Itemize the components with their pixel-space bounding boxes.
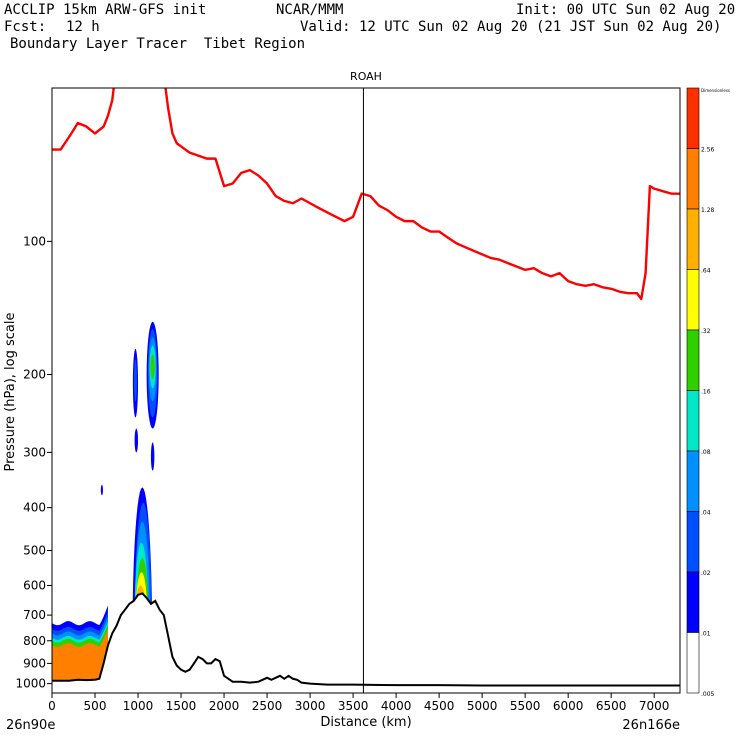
colorbar-swatch [686,329,700,391]
x-tick-label: 5000 [467,699,498,713]
x-tick-label: 3500 [338,699,369,713]
colorbar-swatch [686,208,700,270]
colorbar-swatch [686,511,700,573]
tracer-blob [150,442,155,471]
valid-time: Valid: 12 UTC Sun 02 Aug 20 (21 JST Sun … [300,19,722,35]
y-tick-label: 800 [23,634,46,648]
colorbar-label: .64 [701,268,711,275]
colorbar-label: .02 [701,570,711,577]
x-tick-label: 1500 [166,699,197,713]
colorbar-swatch [686,390,700,452]
colorbar-label: .16 [701,389,711,396]
y-tick-label: 300 [23,445,46,459]
colorbar-label: Dimensionless [701,88,730,93]
y-tick-label: 700 [23,608,46,622]
x-tick-label: 1000 [123,699,154,713]
fcst-value: 12 h [66,19,100,35]
x-tick-label: 4500 [424,699,455,713]
x-tick-label: 6500 [596,699,627,713]
colorbar-label: .005 [701,691,715,698]
subtitle: Boundary Layer Tracer Tibet Region [10,36,306,52]
tracer-band [52,629,108,684]
x-tick-label: 6000 [553,699,584,713]
colorbar-label: .01 [701,631,711,638]
colorbar-label: .08 [701,449,711,456]
tracer-blob [134,428,139,453]
org-label: NCAR/MMM [276,2,344,18]
terrain-line [52,592,680,687]
colorbar-swatch [686,450,700,512]
colorbar-label: .32 [701,328,711,335]
fcst-label: Fcst: [4,19,47,35]
x-tick-label: 4000 [381,699,412,713]
colorbar-label: .04 [701,510,711,517]
terrain-mask [52,593,680,693]
tropopause-line [52,88,680,301]
colorbar-swatch [686,148,700,210]
init-time: Init: 00 UTC Sun 02 Aug 20 [516,2,736,18]
tracer-blob [100,484,103,496]
y-tick-label: 400 [23,501,46,515]
colorbar: Dimensionless 2.56 1.28 .64 .32 .16 .08 .04 .02.… [686,87,730,698]
plot-frame [51,87,681,694]
tracer-blob [150,354,155,380]
colorbar-label: 1.28 [701,207,715,214]
tracer-blob [133,359,137,402]
x-axis-label: Distance (km) [320,715,411,730]
end-location-label: 26n166e [622,718,680,733]
y-tick-label: 1000 [15,677,46,691]
chart-title: ROAH [350,70,382,83]
y-tick-label: 600 [23,579,46,593]
x-tick-label: 3000 [295,699,326,713]
colorbar-swatch [686,571,700,633]
start-location-label: 26n90e [6,718,55,733]
x-tick-label: 500 [84,699,107,713]
colorbar-swatch [686,269,700,331]
tracer-shading [52,321,680,693]
x-tick-label: 2000 [209,699,240,713]
x-tick-label: 2500 [252,699,283,713]
y-tick-label: 100 [23,234,46,248]
x-tick-label: 7000 [639,699,670,713]
model-title: ACCLIP 15km ARW-GFS init [4,2,207,18]
y-tick-label: 900 [23,656,46,670]
x-tick-label: 5500 [510,699,541,713]
y-axis-label: Pressure (hPa), log scale [3,313,18,472]
y-tick-label: 500 [23,543,46,557]
x-tick-label: 0 [48,699,56,713]
colorbar-swatch [686,87,700,149]
colorbar-label: 2.56 [701,147,715,154]
y-tick-label: 200 [23,368,46,382]
colorbar-swatch [686,632,700,694]
